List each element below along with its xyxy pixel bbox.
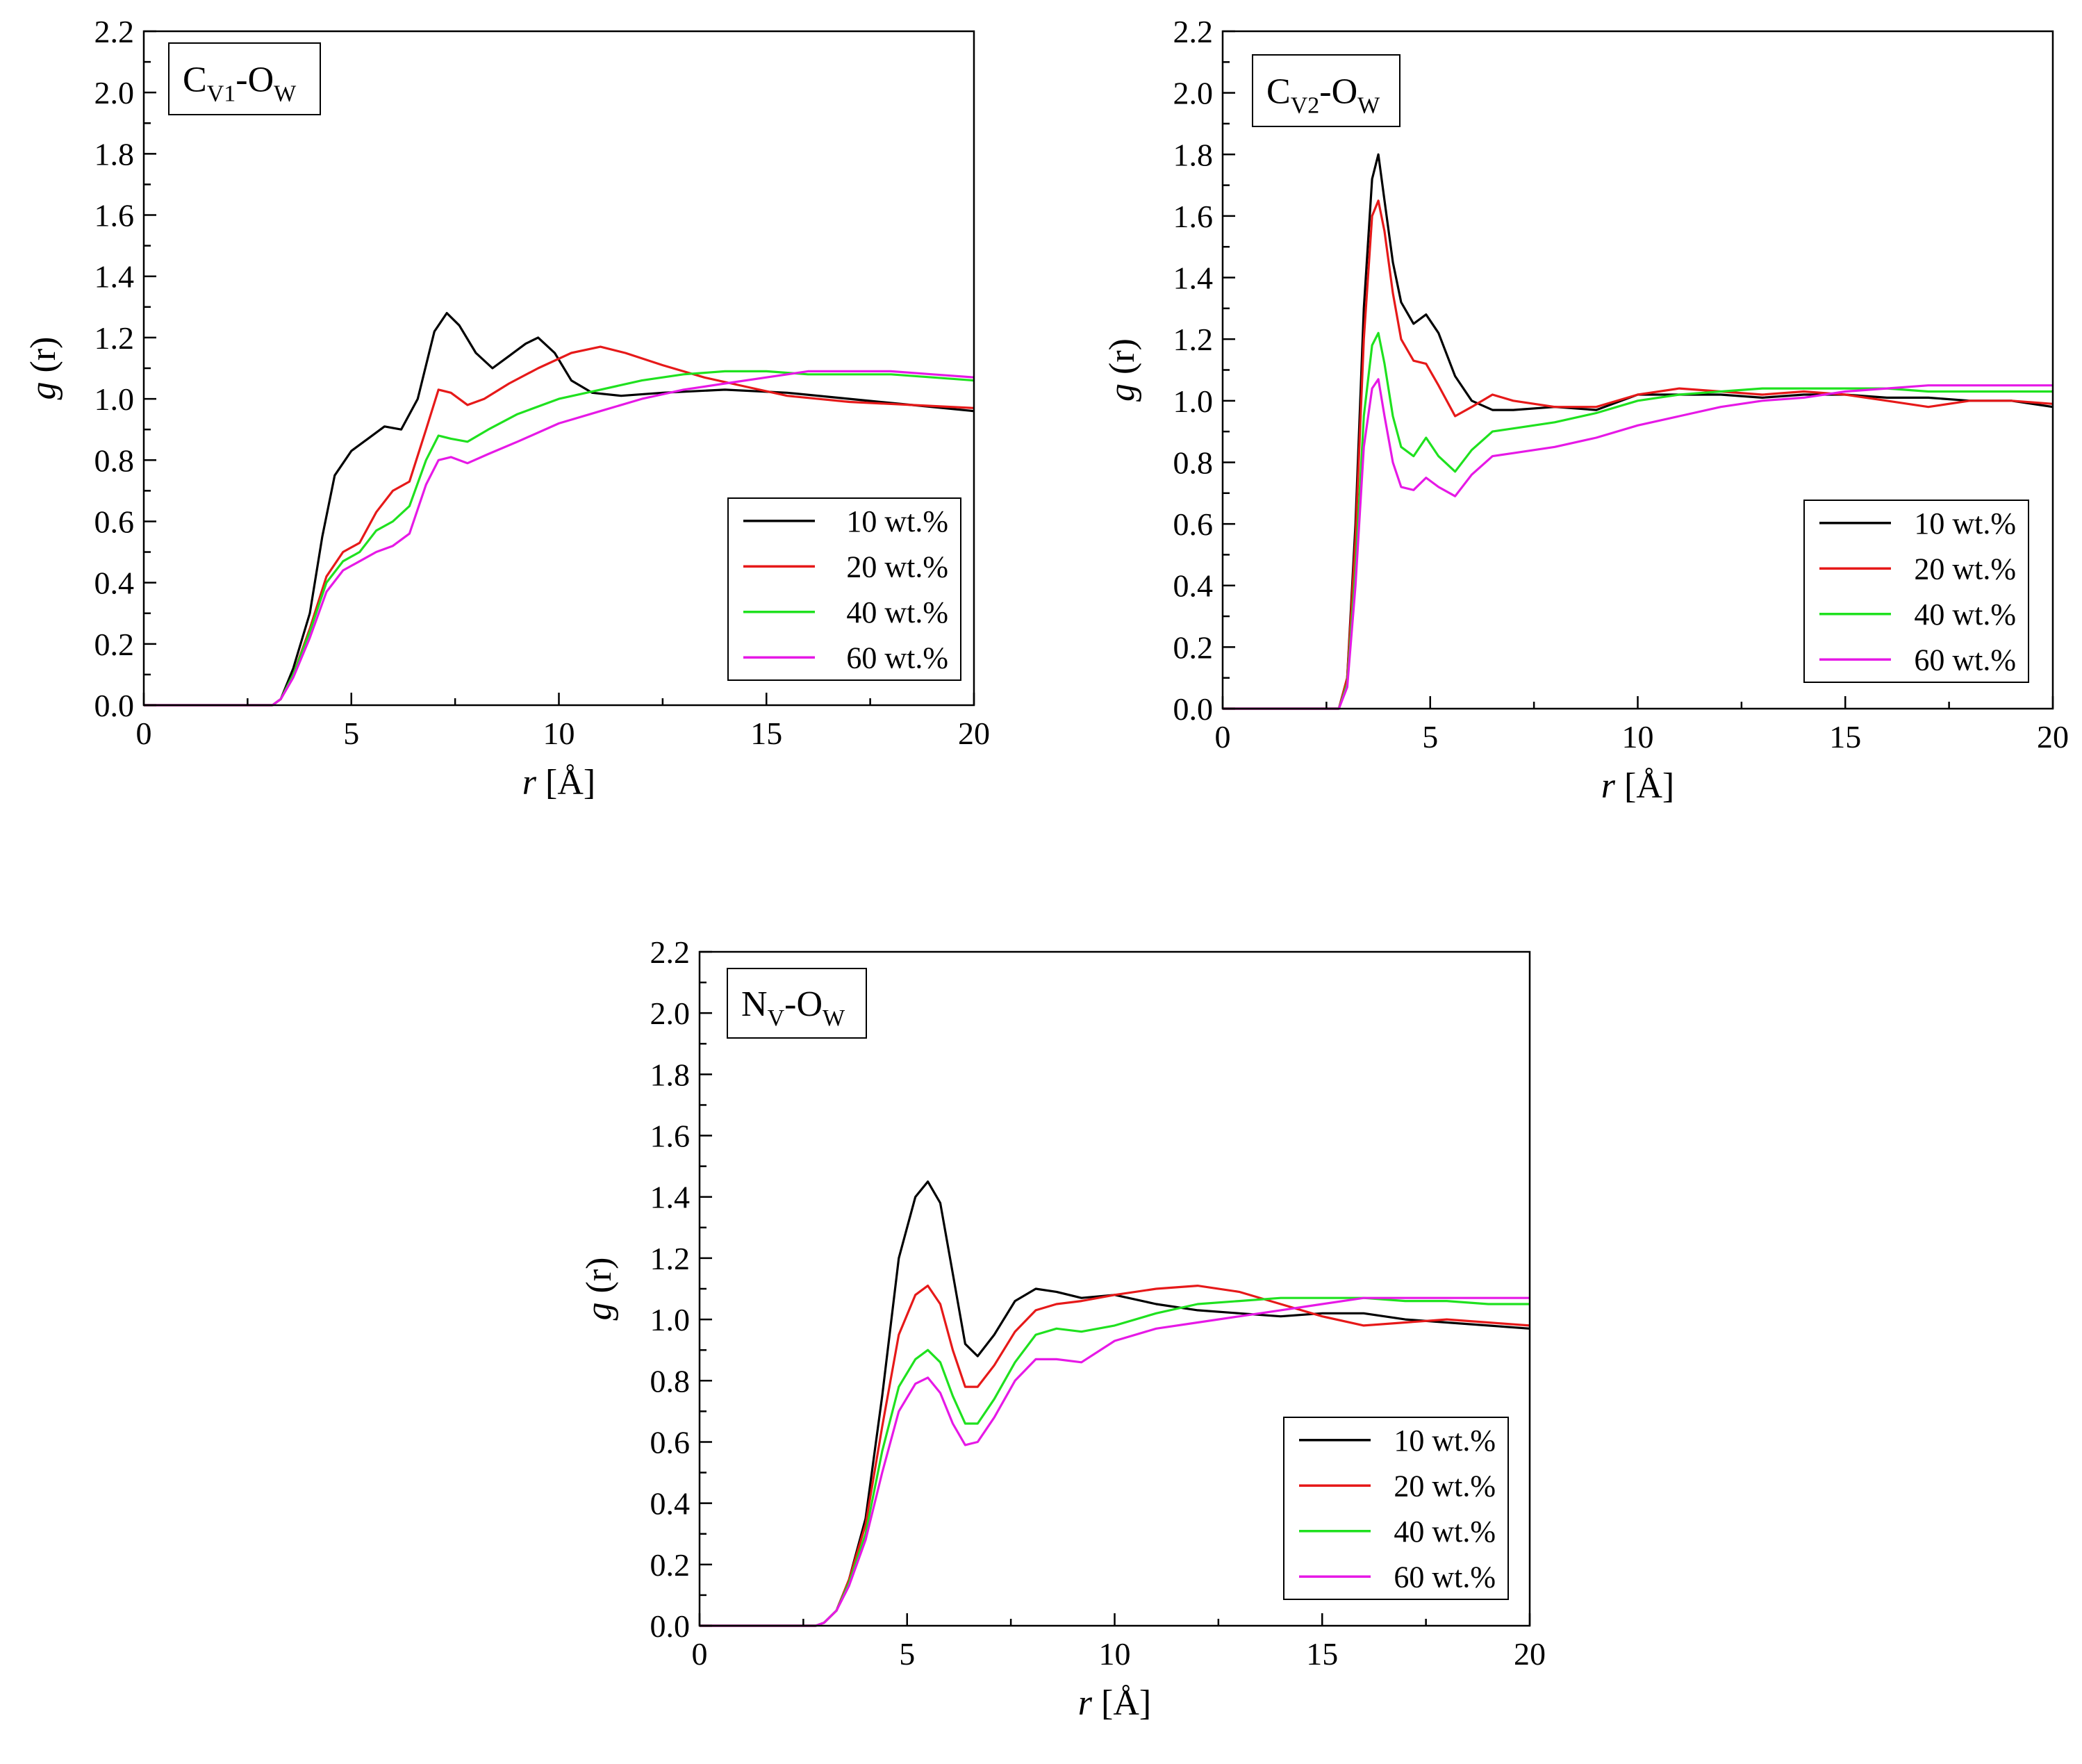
- x-tick-label: 5: [1422, 719, 1438, 755]
- x-axis-title: r [Å]: [1078, 1683, 1151, 1723]
- y-tick-label: 0.0: [650, 1608, 691, 1644]
- legend-entry: 60 wt.%: [846, 641, 948, 675]
- y-tick-label: 0.6: [1173, 506, 1214, 542]
- chart-panel-2: 0 5 10 15 20 0.0 0.2 0.4 0.6 0.8 1.0 1.2 1.4 1.6 1.8 2.…: [1102, 14, 2069, 806]
- x-tick-label: 10: [543, 716, 575, 751]
- legend-box: [1283, 1417, 1509, 1600]
- legend-entry: 10 wt.%: [1914, 506, 2016, 541]
- legend-entry: 20 wt.%: [846, 550, 948, 584]
- y-tick-label: 1.0: [1173, 384, 1214, 419]
- y-tick-label: 1.6: [1173, 199, 1214, 234]
- x-tick-label: 15: [1306, 1636, 1338, 1672]
- y-tick-label: 2.2: [94, 14, 135, 49]
- y-tick-label: 1.6: [94, 198, 135, 233]
- series-line-60-wt-panel-3: [700, 1296, 1530, 1627]
- x-tick-label: 5: [343, 716, 359, 751]
- y-tick-label: 0.2: [94, 627, 135, 662]
- y-tick-label: 2.0: [94, 75, 135, 110]
- x-tick-label: 20: [958, 716, 990, 751]
- panel-label-box: [168, 42, 321, 115]
- x-tick-label: 0: [136, 716, 152, 751]
- x-tick-label: 0: [1215, 719, 1231, 755]
- x-tick-label: 10: [1622, 719, 1654, 755]
- series-line-10-wt-panel-3: [700, 1180, 1530, 1627]
- y-tick-label: 0.4: [1173, 568, 1214, 604]
- legend-box: [1803, 500, 2029, 683]
- series-line-60-wt-panel-2: [1223, 378, 2053, 710]
- y-tick-label: 0.8: [94, 443, 135, 478]
- series-line-20-wt-panel-3: [700, 1284, 1530, 1627]
- x-tick-label: 15: [750, 716, 782, 751]
- legend-box: [727, 497, 961, 681]
- series-line-40-wt-panel-1: [144, 370, 975, 707]
- y-tick-label: 2.0: [650, 996, 691, 1031]
- y-tick-label: 2.0: [1173, 76, 1214, 111]
- chart-panel-3: 0 5 10 15 20 0.0 0.2 0.4 0.6 0.8 1.0 1.2 1.4 1.6 1.8 2.…: [579, 934, 1546, 1723]
- y-tick-label: 1.2: [650, 1241, 691, 1276]
- y-axis-title: g (r): [579, 1258, 619, 1321]
- y-tick-label: 1.8: [94, 136, 135, 172]
- y-tick-label: 0.6: [94, 504, 135, 539]
- legend-entry: 20 wt.%: [1394, 1469, 1496, 1503]
- panel-label-box: [1252, 54, 1401, 127]
- y-axis-title: g (r): [1102, 338, 1142, 402]
- x-tick-label: 5: [899, 1636, 915, 1672]
- y-axis-title: g (r): [24, 337, 63, 400]
- y-tick-label: 0.4: [650, 1486, 691, 1522]
- legend-entry: 40 wt.%: [1394, 1515, 1496, 1549]
- panel-label: CV2-OW: [1266, 72, 1380, 119]
- legend-entry: 60 wt.%: [1394, 1560, 1496, 1594]
- x-tick-label: 20: [1514, 1636, 1546, 1672]
- x-tick-label: 15: [1829, 719, 1861, 755]
- legend-entry: 60 wt.%: [1914, 643, 2016, 677]
- y-tick-label: 0.4: [94, 566, 135, 601]
- y-tick-label: 1.4: [1173, 261, 1214, 296]
- x-axis-title: r [Å]: [1601, 766, 1674, 806]
- x-tick-label: 0: [692, 1636, 708, 1672]
- series-line-60-wt-panel-1: [144, 370, 975, 707]
- y-tick-label: 1.8: [650, 1057, 691, 1092]
- x-tick-label: 10: [1099, 1636, 1131, 1672]
- series-line-20-wt-panel-2: [1223, 199, 2054, 710]
- chart-panel-1: 0 5 10 15 20 0.0 0.2 0.4 0.6 0.8 1.0 1.2 1.4 1.6 1.8 2.…: [24, 14, 990, 802]
- y-tick-label: 1.4: [94, 259, 135, 295]
- panel-label-box: [727, 968, 867, 1039]
- y-tick-label: 1.0: [94, 381, 135, 417]
- y-tick-label: 0.6: [650, 1424, 691, 1460]
- x-tick-label: 20: [2037, 719, 2069, 755]
- y-tick-label: 2.2: [1173, 14, 1214, 49]
- series-line-40-wt-panel-3: [700, 1296, 1530, 1627]
- y-tick-label: 0.0: [1173, 691, 1214, 727]
- legend-entry: 10 wt.%: [846, 504, 948, 538]
- y-tick-label: 1.6: [650, 1119, 691, 1154]
- y-tick-label: 0.2: [650, 1547, 691, 1583]
- series-line-40-wt-panel-2: [1223, 331, 2053, 710]
- y-tick-label: 1.4: [650, 1180, 691, 1215]
- y-tick-label: 1.2: [94, 320, 135, 356]
- y-tick-label: 0.8: [650, 1363, 691, 1399]
- y-tick-label: 0.8: [1173, 445, 1214, 480]
- series-line-20-wt-panel-1: [144, 345, 975, 707]
- y-tick-label: 0.0: [94, 688, 135, 723]
- panel-label: NV-OW: [741, 984, 845, 1031]
- x-axis-title: r [Å]: [522, 763, 595, 802]
- y-tick-label: 1.8: [1173, 137, 1214, 172]
- legend-entry: 20 wt.%: [1914, 552, 2016, 586]
- y-tick-label: 1.2: [1173, 322, 1214, 357]
- y-tick-label: 1.0: [650, 1302, 691, 1337]
- legend-entry: 10 wt.%: [1394, 1424, 1496, 1458]
- legend-entry: 40 wt.%: [1914, 597, 2016, 632]
- legend-entry: 40 wt.%: [846, 595, 948, 629]
- panel-label: CV1-OW: [183, 60, 297, 107]
- y-tick-label: 0.2: [1173, 629, 1214, 665]
- y-tick-label: 2.2: [650, 934, 691, 970]
